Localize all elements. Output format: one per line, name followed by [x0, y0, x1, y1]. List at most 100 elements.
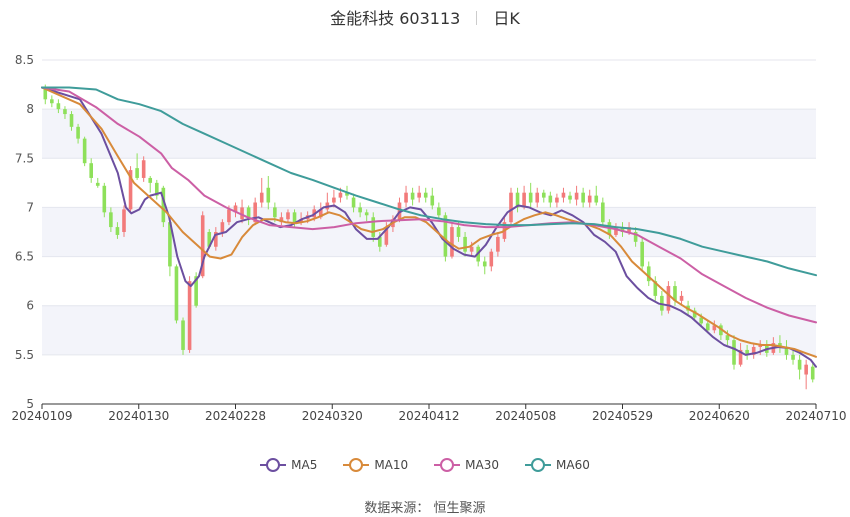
legend-item-ma30[interactable]: MA30 [434, 458, 499, 472]
candle-body [318, 209, 323, 218]
candle-body [666, 286, 671, 311]
y-tick-label: 8 [26, 102, 34, 116]
ma-line-ma30 [41, 86, 817, 324]
candle-body [509, 192, 513, 223]
ma-line-ma5 [41, 86, 817, 368]
y-tick-label: 8.5 [15, 53, 34, 67]
legend-symbol-ma30-icon [434, 458, 461, 472]
x-tick-label: 20240109 [11, 409, 72, 423]
candle-body [804, 364, 808, 375]
grid-band [42, 354, 816, 404]
candle-body [810, 366, 815, 380]
candle-body [168, 222, 172, 267]
candle-body [699, 317, 704, 324]
candle-body [181, 320, 185, 350]
candle-body [568, 195, 572, 200]
candle-body [581, 192, 585, 203]
candle-body [732, 340, 736, 365]
candle-body [673, 286, 677, 301]
candle-body [489, 251, 494, 267]
candle-body [712, 325, 717, 331]
candle-body [214, 232, 218, 247]
legend-label-ma30: MA30 [465, 458, 500, 472]
candle-body [174, 266, 179, 321]
candle-body [351, 197, 356, 208]
candle-body [522, 192, 526, 208]
candle-body [273, 207, 277, 218]
candle-body [404, 192, 408, 203]
candle-body [102, 185, 107, 213]
x-tick-label: 20240320 [302, 409, 363, 423]
data-source: 数据来源： 恒生聚源 [364, 501, 486, 516]
x-tick-label: 20240228 [205, 409, 266, 423]
candle-body [220, 222, 225, 232]
legend-symbol-ma5-icon [260, 458, 287, 472]
candle-body [135, 168, 139, 178]
legend-item-ma5[interactable]: MA5 [260, 458, 317, 472]
candle-body [122, 209, 126, 232]
legend-dot [266, 458, 281, 472]
grid-band [42, 60, 816, 110]
chart-title: 金能科技 603113 日K [0, 5, 850, 29]
legend-label-ma10: MA10 [374, 458, 409, 472]
legend-item-ma10[interactable]: MA10 [343, 458, 408, 472]
title-divider [476, 11, 478, 25]
candle-body [719, 325, 723, 336]
candle-body [56, 103, 61, 110]
candle-body [614, 227, 618, 235]
candle-body [587, 195, 592, 203]
candle-body [286, 212, 290, 220]
candle-body [397, 202, 402, 220]
legend-label-ma60: MA60 [556, 458, 590, 472]
candle-body [63, 109, 67, 115]
candle-body [437, 207, 441, 216]
candle-body [751, 346, 756, 355]
candle-body [430, 195, 435, 206]
candle-body [528, 192, 533, 203]
legend-item-ma60[interactable]: MA60 [525, 458, 590, 472]
x-tick-label: 20240130 [108, 409, 169, 423]
x-tick-label: 20240620 [689, 409, 750, 423]
candle-body [469, 246, 474, 252]
candle-body [620, 227, 625, 232]
candle-body [128, 170, 133, 210]
candle-body [89, 163, 93, 178]
candle-body [601, 202, 605, 223]
y-tick-label: 7.5 [15, 151, 34, 165]
candle-body [115, 227, 120, 235]
chart-period: 日K [493, 9, 520, 28]
candle-body [758, 345, 763, 347]
candle-body [778, 343, 782, 347]
legend-symbol-ma60-icon [525, 458, 552, 472]
candle-body [515, 192, 520, 208]
candle-body [345, 192, 349, 196]
stock-name: 金能科技 603113 [330, 9, 461, 28]
candle-body [207, 232, 212, 247]
candle-body [95, 182, 100, 186]
candle-body [738, 349, 743, 365]
candle-body [82, 138, 87, 164]
candle-body [259, 192, 264, 203]
candle-body [50, 99, 54, 104]
candle-body [69, 114, 74, 127]
candle-body [797, 359, 802, 370]
candle-body [332, 197, 336, 203]
legend-symbol-ma10-icon [343, 458, 370, 472]
candle-body [725, 335, 730, 341]
candle-body [450, 227, 454, 257]
candle-body [574, 192, 579, 200]
candle-body [246, 207, 251, 218]
legend-label-ma5: MA5 [291, 458, 318, 472]
grid-band [42, 256, 816, 306]
candle-body [482, 261, 487, 267]
x-tick-label: 20240412 [398, 409, 459, 423]
candle-body [253, 202, 257, 223]
candle-body [76, 126, 80, 139]
candle-body [240, 207, 244, 220]
y-tick-label: 5.5 [15, 348, 34, 362]
candle-body [43, 87, 48, 100]
candle-body [109, 212, 113, 228]
legend-dot [349, 458, 364, 472]
candle-body [496, 236, 500, 252]
candle-body [705, 323, 710, 331]
